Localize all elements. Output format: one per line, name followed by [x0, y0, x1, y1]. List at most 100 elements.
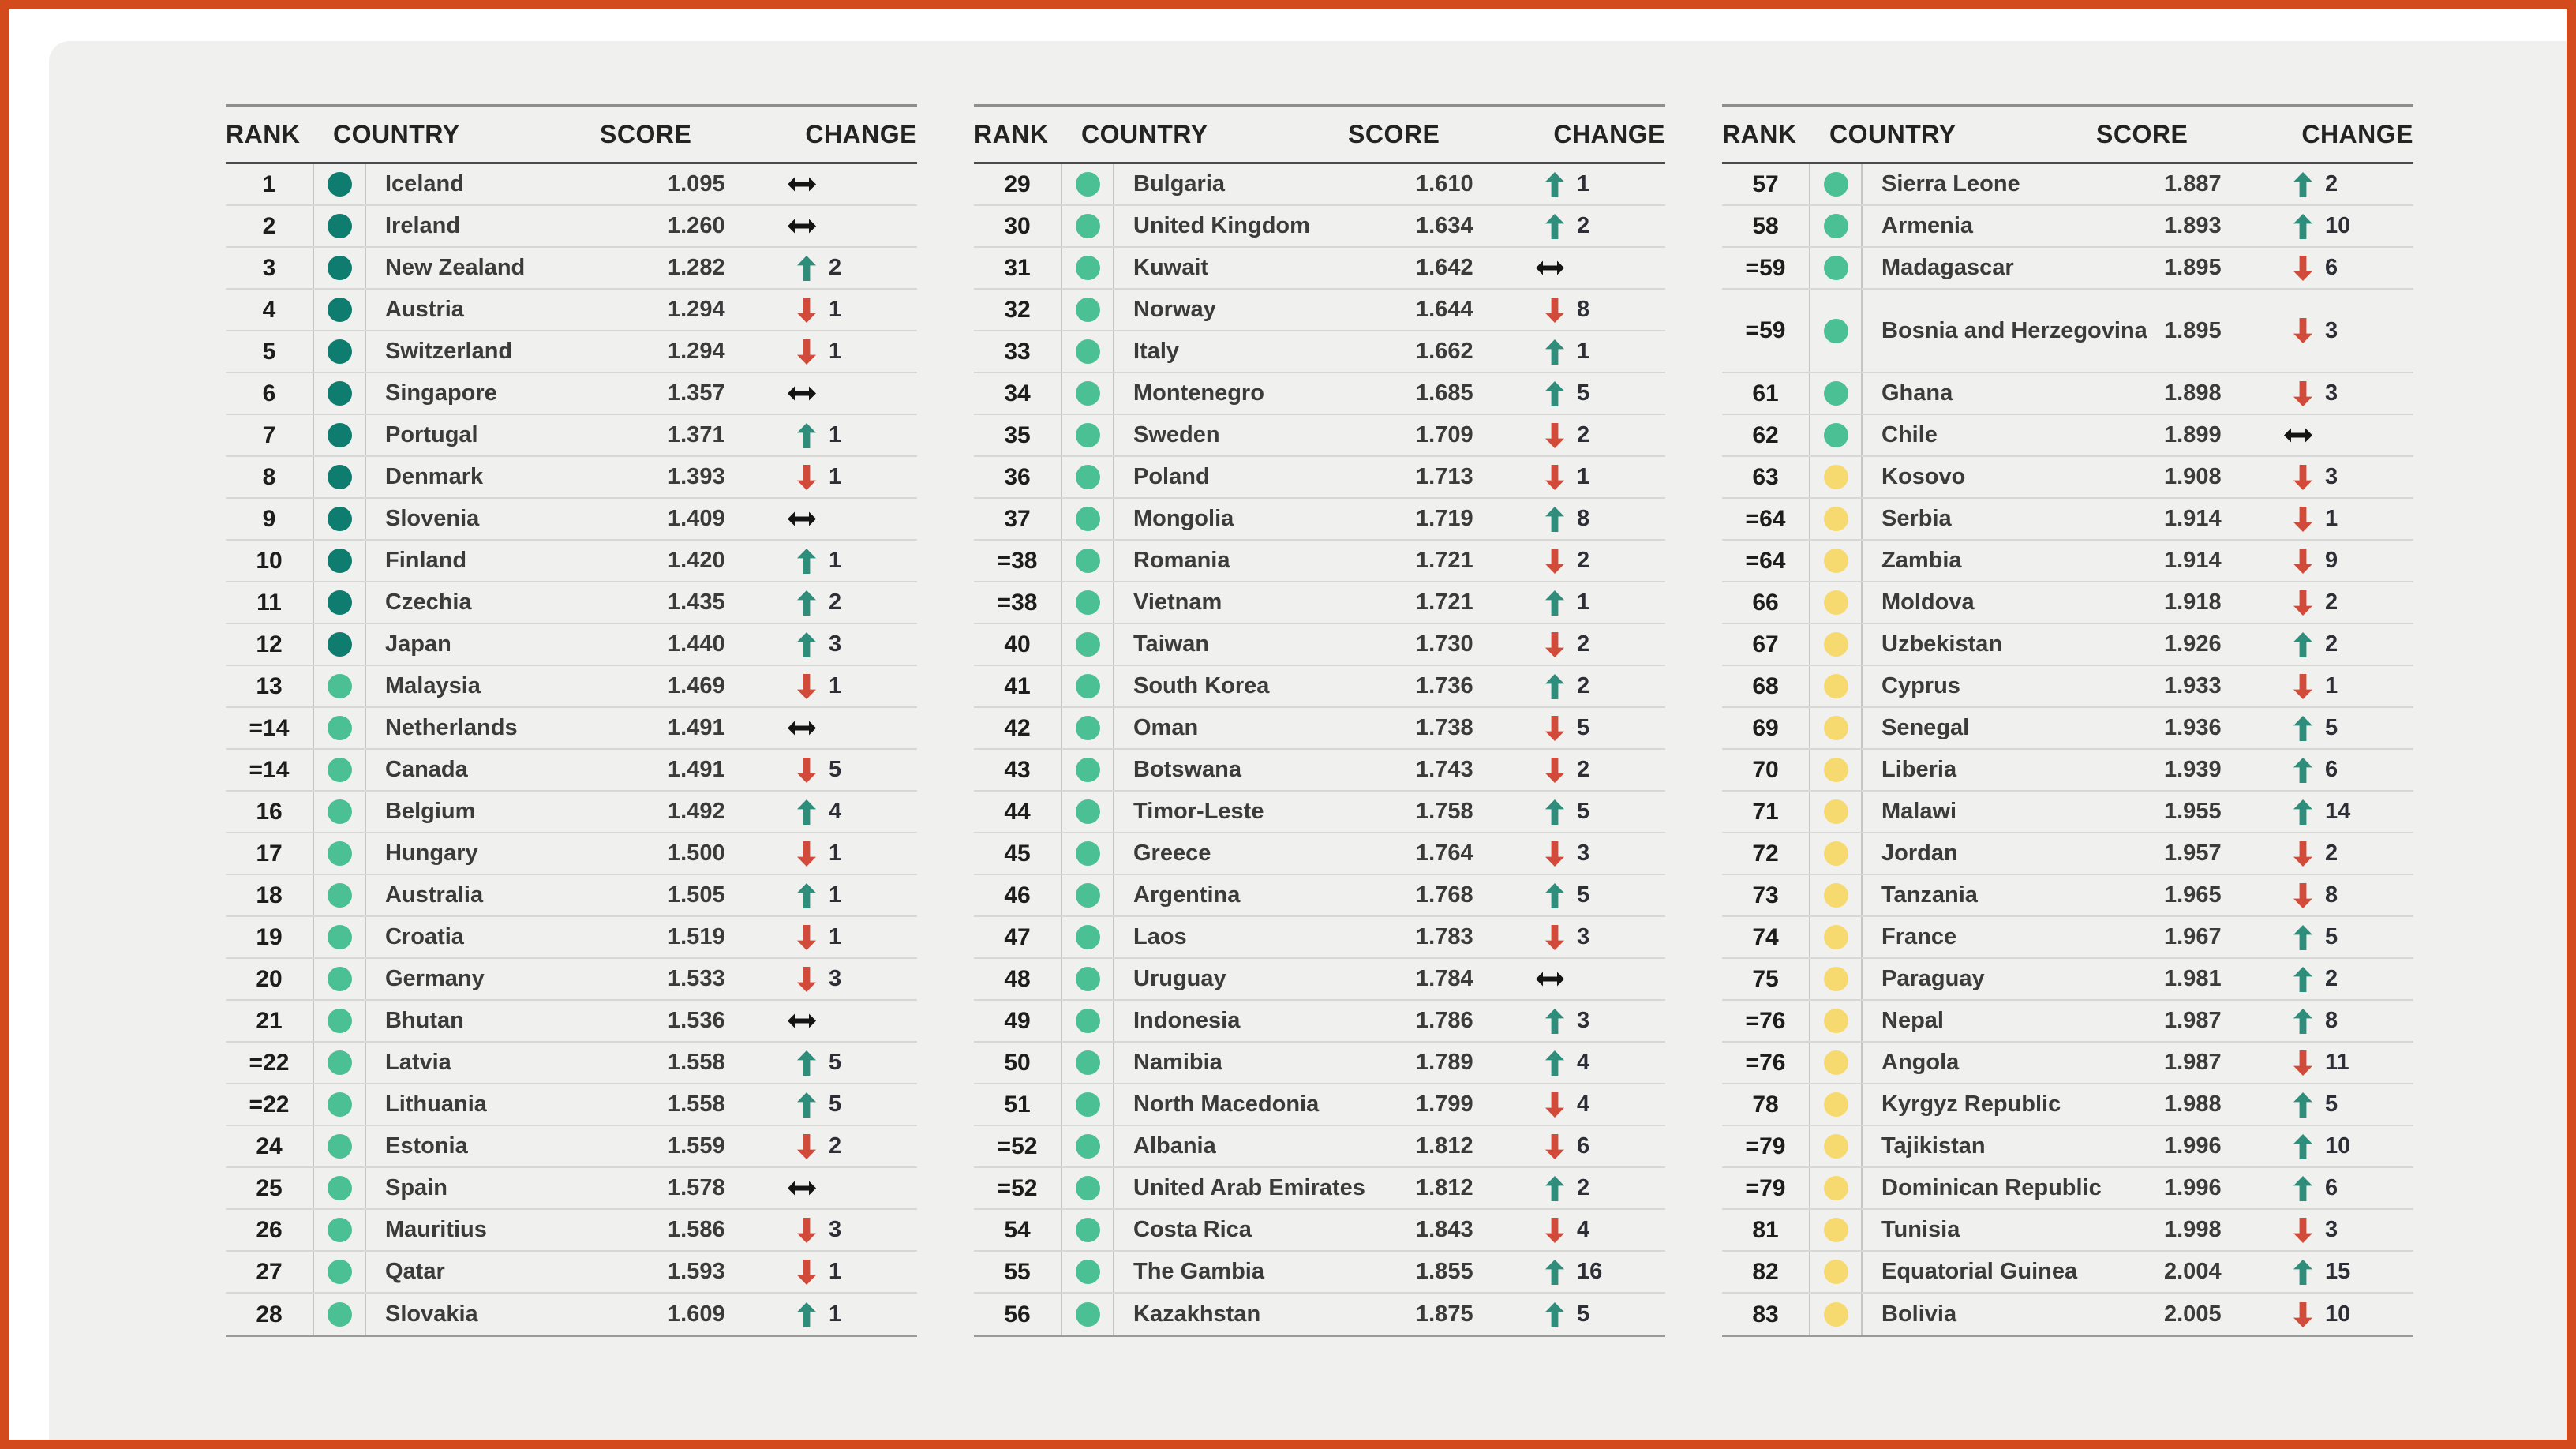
tier-dot-cell: [1810, 875, 1863, 915]
change-value: 2: [2325, 841, 2338, 866]
change-indicator: 1: [1512, 331, 1665, 372]
tier-dot: [1823, 381, 1848, 406]
table-row: 33 Italy 1.662 1: [974, 331, 1665, 373]
tier-dot: [1823, 799, 1848, 824]
tier-dot-cell: [1062, 1252, 1114, 1292]
score-header: SCORE: [600, 120, 692, 148]
tier-dot: [1075, 716, 1100, 740]
tier-dot: [327, 298, 352, 322]
score-cell: 1.644: [1416, 297, 1473, 322]
down-arrow-icon: [1541, 631, 1569, 657]
tier-dot-cell: [1062, 1294, 1114, 1335]
down-arrow-icon: [792, 841, 821, 867]
tier-dot-cell: [314, 708, 366, 748]
table-row: 47 Laos 1.783 3: [974, 917, 1665, 959]
change-value: 14: [2325, 799, 2351, 824]
score-cell: 1.260: [668, 213, 725, 238]
score-cell: 1.914: [2164, 506, 2222, 531]
rank-cell: 24: [226, 1126, 314, 1166]
score-cell: 1.721: [1416, 590, 1473, 615]
country-cell: Croatia: [385, 924, 464, 949]
change-value: 2: [1577, 548, 1590, 573]
table-row: 36 Poland 1.713 1: [974, 457, 1665, 499]
tier-dot: [1075, 883, 1100, 908]
score-cell: 1.855: [1416, 1259, 1473, 1284]
change-indicator: 1: [1512, 457, 1665, 497]
page-margin: RANK COUNTRY SCORE CHANGE 1 Iceland 1.09…: [9, 9, 2567, 1440]
change-value: 4: [1577, 1050, 1590, 1075]
no-change-arrow-icon: [788, 386, 816, 401]
country-cell: Cyprus: [1881, 673, 1960, 698]
down-arrow-icon: [792, 757, 821, 783]
score-cell: 1.893: [2164, 213, 2222, 238]
score-cell: 1.996: [2164, 1175, 2222, 1200]
table-row: 55 The Gambia 1.855 16: [974, 1252, 1665, 1294]
rank-cell: 17: [226, 833, 314, 874]
up-arrow-icon: [1541, 590, 1569, 616]
country-cell: Chile: [1881, 422, 1938, 447]
down-arrow-icon: [792, 924, 821, 950]
score-cell: 1.662: [1416, 339, 1473, 364]
score-cell: 1.736: [1416, 673, 1473, 698]
tier-dot-cell: [314, 541, 366, 581]
score-cell: 1.786: [1416, 1008, 1473, 1033]
change-indicator: 8: [1512, 290, 1665, 330]
down-arrow-icon: [2289, 255, 2317, 281]
tier-dot-cell: [1810, 750, 1863, 790]
tier-dot: [1823, 1050, 1848, 1075]
country-cell: Malawi: [1881, 799, 1957, 824]
tier-dot-cell: [314, 499, 366, 539]
down-arrow-icon: [2289, 506, 2317, 532]
down-arrow-icon: [792, 673, 821, 699]
country-cell: Switzerland: [385, 339, 513, 364]
change-indicator: 15: [2260, 1252, 2413, 1292]
rank-cell: 2: [226, 206, 314, 246]
change-value: 10: [2325, 213, 2351, 238]
tier-dot-cell: [1062, 499, 1114, 539]
up-arrow-icon: [792, 255, 821, 281]
rank-header: RANK: [1722, 120, 1797, 148]
score-cell: 1.926: [2164, 631, 2222, 657]
tier-dot-cell: [314, 1001, 366, 1041]
down-arrow-icon: [2289, 548, 2317, 574]
change-value: 2: [2325, 631, 2338, 657]
change-indicator: 9: [2260, 541, 2413, 581]
up-arrow-icon: [2289, 757, 2317, 783]
up-arrow-icon: [792, 631, 821, 657]
tier-dot: [1823, 423, 1848, 447]
rank-cell: 73: [1722, 875, 1810, 915]
rank-cell: 46: [974, 875, 1062, 915]
tier-dot-cell: [1062, 875, 1114, 915]
country-cell: Senegal: [1881, 715, 1970, 740]
table-row: 81 Tunisia 1.998 3: [1722, 1210, 2413, 1252]
country-cell: Kosovo: [1881, 464, 1966, 489]
down-arrow-icon: [2289, 380, 2317, 406]
change-indicator: 2: [1512, 624, 1665, 665]
tier-dot-cell: [314, 792, 366, 832]
rank-cell: 6: [226, 373, 314, 414]
down-arrow-icon: [2289, 1050, 2317, 1076]
change-value: 5: [2325, 924, 2338, 949]
change-value: 1: [829, 1259, 842, 1284]
rank-cell: 42: [974, 708, 1062, 748]
country-cell: Namibia: [1133, 1050, 1222, 1075]
up-arrow-icon: [2289, 213, 2317, 239]
tier-dot: [327, 1176, 352, 1200]
rank-cell: 74: [1722, 917, 1810, 957]
rank-cell: 32: [974, 290, 1062, 330]
rank-cell: 75: [1722, 959, 1810, 999]
score-cell: 1.898: [2164, 380, 2222, 406]
down-arrow-icon: [2289, 882, 2317, 908]
table-row: 10 Finland 1.420 1: [226, 541, 917, 582]
change-indicator: 6: [2260, 248, 2413, 288]
score-cell: 1.282: [668, 255, 725, 280]
up-arrow-icon: [1541, 882, 1569, 908]
score-cell: 1.918: [2164, 590, 2222, 615]
score-cell: 1.519: [668, 924, 725, 949]
tier-dot-cell: [1062, 792, 1114, 832]
down-arrow-icon: [1541, 297, 1569, 323]
score-cell: 1.730: [1416, 631, 1473, 657]
table-header: RANK COUNTRY SCORE CHANGE: [1722, 107, 2413, 164]
tier-dot-cell: [1062, 415, 1114, 455]
down-arrow-icon: [792, 339, 821, 365]
